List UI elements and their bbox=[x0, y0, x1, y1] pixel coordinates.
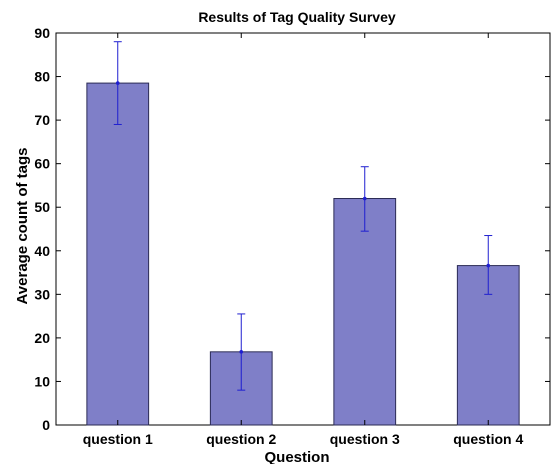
y-tick-label: 50 bbox=[34, 199, 50, 215]
y-tick-label: 40 bbox=[34, 243, 50, 259]
error-bars bbox=[113, 41, 493, 391]
bar bbox=[333, 198, 397, 426]
y-tick-label: 70 bbox=[34, 112, 50, 128]
x-axis-label: Question bbox=[264, 449, 329, 464]
chart-title: Results of Tag Quality Survey bbox=[198, 9, 396, 25]
mean-marker bbox=[239, 350, 244, 354]
bars bbox=[86, 82, 520, 426]
mean-marker bbox=[486, 263, 491, 268]
bar bbox=[86, 82, 150, 426]
y-tick-label: 90 bbox=[34, 25, 50, 41]
x-tick-label: question 1 bbox=[83, 431, 153, 447]
y-tick-label: 20 bbox=[34, 330, 50, 346]
y-axis-label: Average count of tags bbox=[14, 148, 31, 305]
x-axis: question 1 question 2 question 3 question 4 bbox=[83, 33, 523, 447]
x-tick-label: question 2 bbox=[206, 431, 276, 447]
y-tick-label: 0 bbox=[42, 417, 50, 433]
mean-marker bbox=[362, 196, 367, 201]
mean-marker bbox=[115, 81, 120, 85]
y-tick-label: 80 bbox=[34, 69, 50, 85]
x-tick-label: question 4 bbox=[453, 431, 523, 447]
y-axis: 0 10 20 30 40 50 60 70 80 90 bbox=[34, 25, 550, 433]
x-tick-label: question 3 bbox=[330, 431, 400, 447]
plot-frame bbox=[55, 32, 551, 426]
y-tick-label: 10 bbox=[34, 373, 50, 389]
y-tick-label: 30 bbox=[34, 286, 50, 302]
y-tick-label: 60 bbox=[34, 156, 50, 172]
